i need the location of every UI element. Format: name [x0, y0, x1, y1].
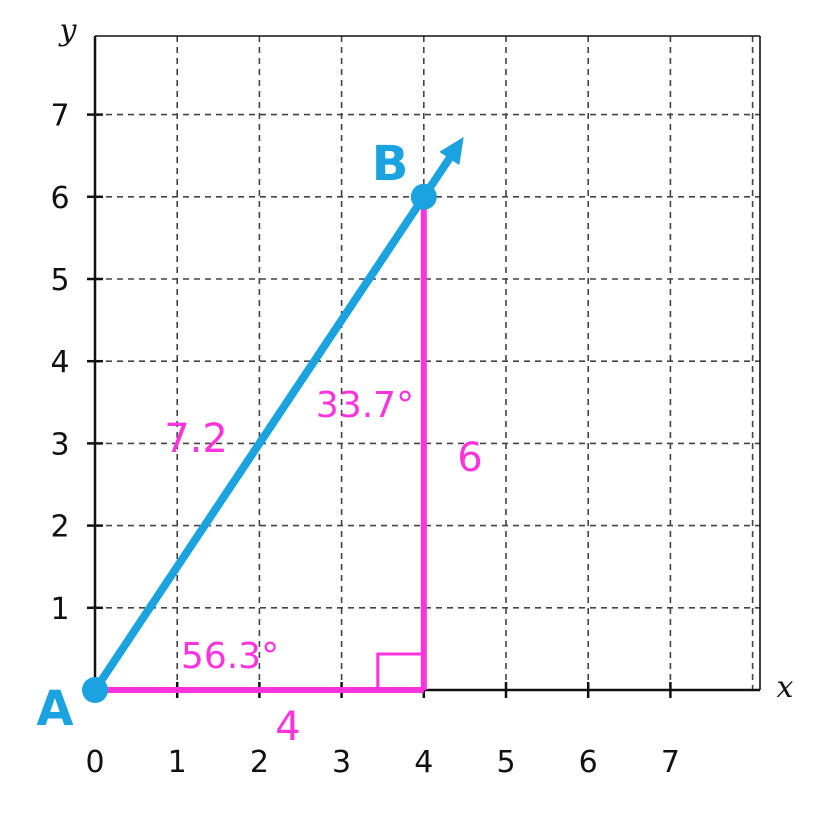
- grid: [95, 35, 761, 690]
- angle-a-label: 56.3°: [181, 636, 279, 677]
- x-tick-label: 0: [85, 745, 104, 780]
- right-angle-marker: [376, 652, 424, 690]
- x-tick-label: 4: [414, 745, 433, 780]
- x-tick-label: 3: [332, 745, 351, 780]
- point-b-label: B: [372, 136, 409, 192]
- hypotenuse-length-label: 7.2: [164, 416, 228, 462]
- y-tick-label: 7: [50, 99, 69, 134]
- vertical-leg-label: 6: [457, 435, 482, 481]
- y-tick-label: 5: [50, 263, 69, 298]
- right-triangle: [95, 196, 427, 693]
- y-tick-label: 2: [50, 510, 69, 545]
- y-tick-label: 1: [50, 592, 69, 627]
- segment-line: [91, 144, 460, 694]
- x-tick-label: 1: [168, 745, 187, 780]
- x-tick-label: 6: [579, 745, 598, 780]
- x-axis-label: x: [777, 670, 794, 705]
- arrowhead-icon: [439, 136, 464, 166]
- x-tick-label: 7: [661, 745, 680, 780]
- angle-b-label: 33.7°: [316, 385, 414, 426]
- x-tick-label: 2: [250, 745, 269, 780]
- y-tick-label: 6: [50, 181, 69, 216]
- y-axis-label: y: [58, 13, 78, 48]
- y-tick-label: 4: [50, 345, 69, 380]
- point-a-label: A: [36, 681, 73, 737]
- horizontal-leg-label: 4: [275, 704, 300, 750]
- point-b-marker: [410, 183, 437, 210]
- x-tick-label: 5: [496, 745, 515, 780]
- segment-ab: [82, 136, 464, 703]
- point-a-marker: [82, 677, 108, 703]
- y-tick-label: 3: [50, 427, 69, 462]
